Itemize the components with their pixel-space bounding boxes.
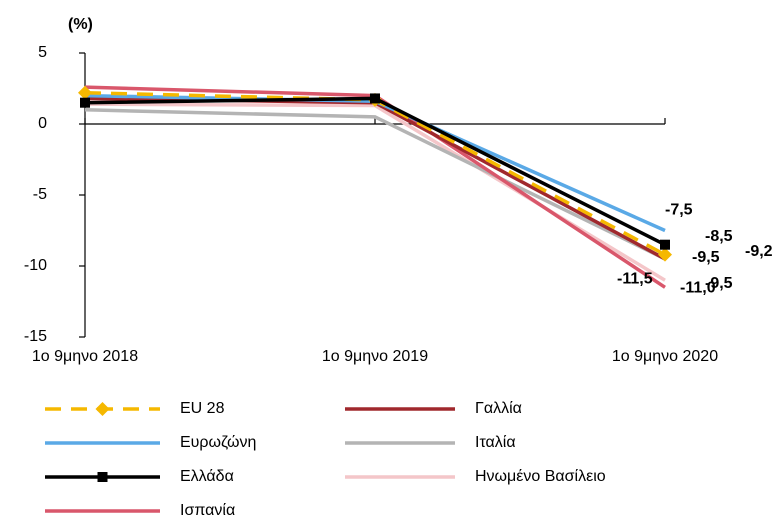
data-label: -11,5	[617, 271, 653, 288]
legend-label: Ελλάδα	[180, 468, 234, 485]
legend-label: Ιταλία	[475, 434, 516, 451]
x-tick-label: 1ο 9μηνο 2020	[612, 348, 718, 365]
x-tick-label: 1ο 9μηνο 2019	[322, 348, 428, 365]
y-tick-label: -5	[33, 186, 47, 203]
y-tick-label: 0	[38, 115, 47, 132]
legend-label: EU 28	[180, 400, 225, 417]
point-marker	[78, 85, 92, 100]
data-label: -9,5	[692, 249, 720, 266]
y-tick-label: -15	[24, 328, 47, 345]
legend-label: Ισπανία	[180, 502, 235, 519]
y-tick-label: 5	[38, 44, 47, 61]
legend-label: Γαλλία	[475, 400, 522, 417]
data-label: -8,5	[705, 228, 733, 245]
legend-marker	[95, 402, 110, 416]
point-marker	[80, 97, 90, 108]
point-marker	[658, 247, 672, 262]
data-label: -11,0	[680, 279, 716, 296]
y-tick-label: -10	[24, 257, 47, 274]
legend-label: Ηνωμένο Βασίλειο	[475, 468, 606, 485]
legend-marker	[97, 472, 108, 482]
data-label: -7,5	[665, 202, 693, 219]
point-marker	[370, 93, 380, 104]
data-label: -9,2	[745, 243, 773, 260]
data-label: -9,5	[705, 275, 733, 292]
series-line	[84, 108, 666, 261]
legend-label: Ευρωζώνη	[180, 434, 256, 451]
x-tick-label: 1ο 9μηνο 2018	[32, 348, 138, 365]
y-axis-unit: (%)	[68, 16, 93, 33]
point-marker	[660, 239, 670, 250]
